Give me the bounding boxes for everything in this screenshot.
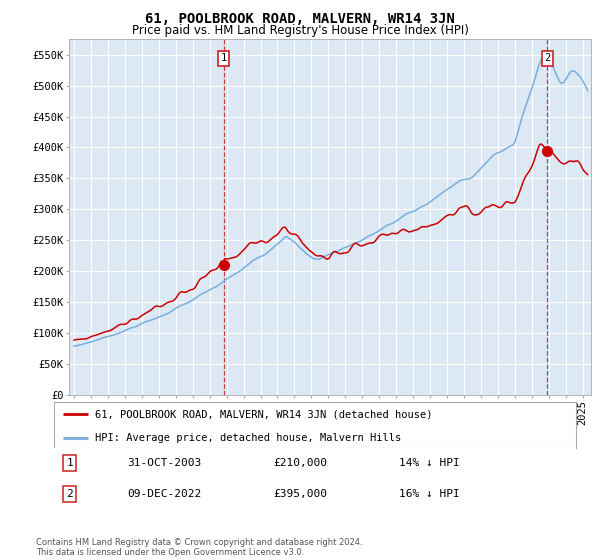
Text: 14% ↓ HPI: 14% ↓ HPI <box>398 458 459 468</box>
Text: 2: 2 <box>544 53 550 63</box>
Text: 09-DEC-2022: 09-DEC-2022 <box>127 489 202 499</box>
Text: 1: 1 <box>66 458 73 468</box>
Text: 16% ↓ HPI: 16% ↓ HPI <box>398 489 459 499</box>
Text: Contains HM Land Registry data © Crown copyright and database right 2024.
This d: Contains HM Land Registry data © Crown c… <box>36 538 362 557</box>
Text: 61, POOLBROOK ROAD, MALVERN, WR14 3JN: 61, POOLBROOK ROAD, MALVERN, WR14 3JN <box>145 12 455 26</box>
Text: £210,000: £210,000 <box>273 458 327 468</box>
Text: 61, POOLBROOK ROAD, MALVERN, WR14 3JN (detached house): 61, POOLBROOK ROAD, MALVERN, WR14 3JN (d… <box>95 409 432 419</box>
Text: 31-OCT-2003: 31-OCT-2003 <box>127 458 202 468</box>
Text: £395,000: £395,000 <box>273 489 327 499</box>
Text: HPI: Average price, detached house, Malvern Hills: HPI: Average price, detached house, Malv… <box>95 433 401 443</box>
Text: 2: 2 <box>66 489 73 499</box>
Text: 1: 1 <box>221 53 227 63</box>
Text: Price paid vs. HM Land Registry's House Price Index (HPI): Price paid vs. HM Land Registry's House … <box>131 24 469 36</box>
